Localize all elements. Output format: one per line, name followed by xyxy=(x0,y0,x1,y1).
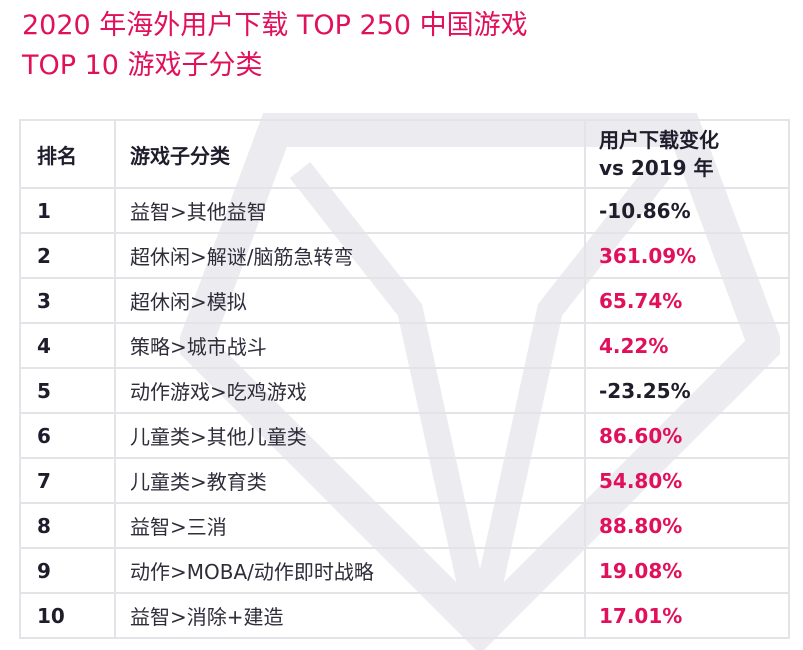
header-change-line-1: 用户下载变化 xyxy=(599,128,719,152)
title-line-2: TOP 10 游戏子分类 xyxy=(22,50,263,81)
change-cell: 19.08% xyxy=(584,547,790,594)
category-cell: 益智>其他益智 xyxy=(114,187,586,234)
category-cell: 策略>城市战斗 xyxy=(114,322,586,369)
header-change-line-2: vs 2019 年 xyxy=(599,156,714,180)
category-cell: 益智>消除+建造 xyxy=(114,592,586,639)
change-cell: 17.01% xyxy=(584,592,790,639)
table-row: 6 儿童类>其他儿童类 86.60% xyxy=(19,412,790,459)
table-row: 3 超休闲>模拟 65.74% xyxy=(19,277,790,324)
change-cell: 4.22% xyxy=(584,322,790,369)
title-line-1: 2020 年海外用户下载 TOP 250 中国游戏 xyxy=(22,10,528,41)
rank-cell: 7 xyxy=(19,457,116,504)
rank-cell: 9 xyxy=(19,547,116,594)
category-cell: 儿童类>教育类 xyxy=(114,457,586,504)
rank-cell: 4 xyxy=(19,322,116,369)
change-cell: -23.25% xyxy=(584,367,790,414)
table-row: 7 儿童类>教育类 54.80% xyxy=(19,457,790,504)
rank-cell: 6 xyxy=(19,412,116,459)
table-row: 5 动作游戏>吃鸡游戏 -23.25% xyxy=(19,367,790,414)
table-row: 8 益智>三消 88.80% xyxy=(19,502,790,549)
change-cell: 65.74% xyxy=(584,277,790,324)
category-cell: 儿童类>其他儿童类 xyxy=(114,412,586,459)
change-cell: 361.09% xyxy=(584,232,790,279)
table-row: 2 超休闲>解谜/脑筋急转弯 361.09% xyxy=(19,232,790,279)
rank-cell: 8 xyxy=(19,502,116,549)
category-cell: 益智>三消 xyxy=(114,502,586,549)
rank-cell: 10 xyxy=(19,592,116,639)
subcategory-table: 排名 游戏子分类 用户下载变化 vs 2019 年 1 益智>其他益智 -10.… xyxy=(19,119,790,639)
change-cell: -10.86% xyxy=(584,187,790,234)
category-cell: 动作游戏>吃鸡游戏 xyxy=(114,367,586,414)
header-category: 游戏子分类 xyxy=(114,119,586,189)
rank-cell: 3 xyxy=(19,277,116,324)
header-rank: 排名 xyxy=(19,119,116,189)
category-cell: 超休闲>模拟 xyxy=(114,277,586,324)
page-title: 2020 年海外用户下载 TOP 250 中国游戏 TOP 10 游戏子分类 xyxy=(22,6,528,86)
table-row: 10 益智>消除+建造 17.01% xyxy=(19,592,790,639)
category-cell: 超休闲>解谜/脑筋急转弯 xyxy=(114,232,586,279)
change-cell: 88.80% xyxy=(584,502,790,549)
header-change: 用户下载变化 vs 2019 年 xyxy=(584,119,790,189)
change-cell: 54.80% xyxy=(584,457,790,504)
rank-cell: 5 xyxy=(19,367,116,414)
table-row: 1 益智>其他益智 -10.86% xyxy=(19,187,790,234)
table-row: 4 策略>城市战斗 4.22% xyxy=(19,322,790,369)
category-cell: 动作>MOBA/动作即时战略 xyxy=(114,547,586,594)
table-header-row: 排名 游戏子分类 用户下载变化 vs 2019 年 xyxy=(19,119,790,189)
change-cell: 86.60% xyxy=(584,412,790,459)
table-row: 9 动作>MOBA/动作即时战略 19.08% xyxy=(19,547,790,594)
rank-cell: 2 xyxy=(19,232,116,279)
rank-cell: 1 xyxy=(19,187,116,234)
